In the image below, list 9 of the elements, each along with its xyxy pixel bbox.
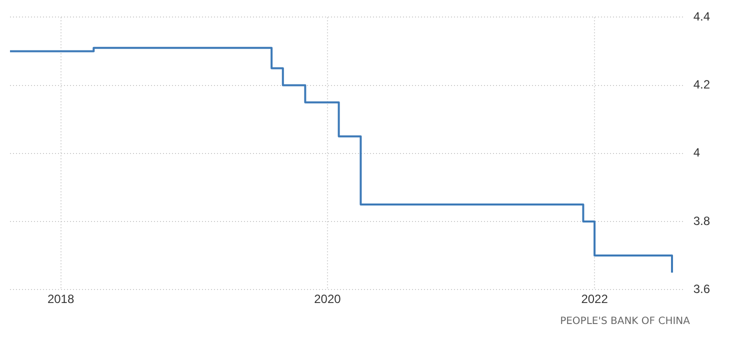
x-tick-label: 2020 <box>314 292 342 306</box>
y-tick-label: 3.8 <box>693 214 710 228</box>
x-tick-label: 2018 <box>47 292 74 306</box>
y-tick-label: 4 <box>693 146 700 160</box>
text: PEOPLE'S BANK OF CHINA <box>560 316 690 327</box>
x-tick-label: 2022 <box>581 292 608 306</box>
y-tick-label: 4.2 <box>693 78 710 92</box>
y-tick-label: 3.6 <box>693 282 710 296</box>
y-tick-label: 4.4 <box>693 10 710 24</box>
